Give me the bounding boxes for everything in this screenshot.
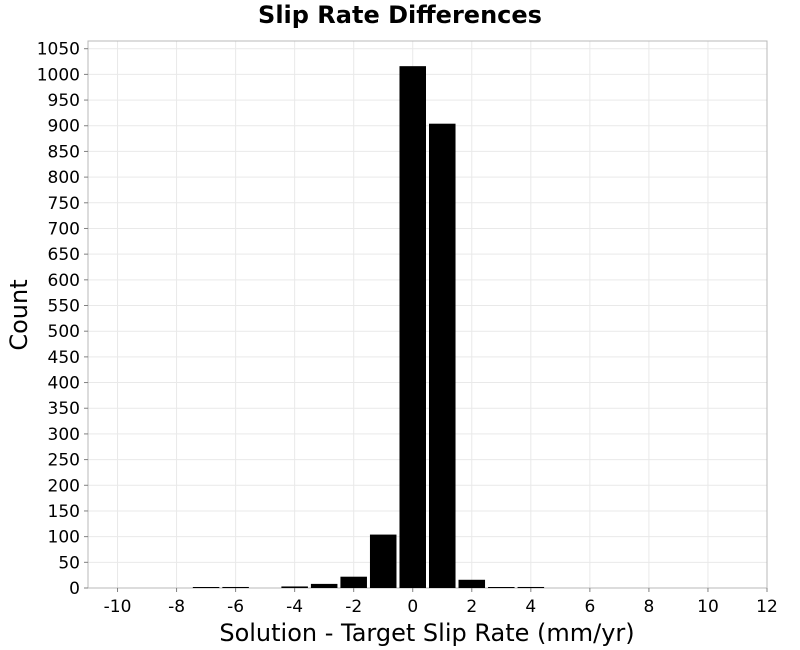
y-tick-label: 250 <box>48 451 80 471</box>
y-tick-label: 850 <box>48 142 80 162</box>
y-axis-label: Count <box>5 279 33 350</box>
histogram-bar <box>340 576 367 588</box>
x-tick-label: 0 <box>407 597 418 617</box>
x-tick-label: 6 <box>584 597 595 617</box>
histogram-bar <box>281 586 308 588</box>
x-axis-ticks: -10 -8 -6 -4 -2 0 2 4 6 8 10 12 <box>104 588 778 617</box>
x-tick-label: 12 <box>756 597 778 617</box>
y-tick-label: 450 <box>48 348 80 368</box>
histogram-bar <box>222 586 249 588</box>
grid-layer <box>88 41 768 589</box>
y-tick-label: 800 <box>48 168 80 188</box>
y-axis-ticks: 0 50 100 150 200 250 300 350 400 450 500 550 600 650 7… <box>37 40 88 599</box>
y-tick-label: 1000 <box>37 65 80 85</box>
y-tick-label: 350 <box>48 399 80 419</box>
x-tick-label: -2 <box>345 597 362 617</box>
histogram-bar <box>192 587 220 588</box>
x-tick-label: 2 <box>466 597 477 617</box>
x-tick-label: 4 <box>525 597 536 617</box>
y-tick-label: 650 <box>48 245 80 265</box>
y-tick-label: 950 <box>48 91 80 111</box>
histogram-bar <box>458 579 486 588</box>
histogram-bar <box>369 534 397 588</box>
histogram-bar <box>517 586 545 588</box>
bar-layer <box>192 66 545 589</box>
chart-title: Slip Rate Differences <box>258 1 542 29</box>
x-axis-label: Solution - Target Slip Rate (mm/yr) <box>219 619 634 647</box>
y-tick-label: 750 <box>48 194 80 214</box>
y-tick-label: 700 <box>48 219 80 239</box>
x-tick-label: -10 <box>104 597 132 617</box>
y-tick-label: 100 <box>48 528 80 548</box>
y-tick-label: 600 <box>48 271 80 291</box>
x-tick-label: -8 <box>168 597 185 617</box>
x-tick-label: -6 <box>227 597 244 617</box>
y-tick-label: 400 <box>48 374 80 394</box>
x-tick-label: 8 <box>643 597 654 617</box>
y-tick-label: 0 <box>69 579 80 599</box>
histogram-bar <box>310 583 338 588</box>
y-tick-label: 900 <box>48 117 80 137</box>
histogram-bar <box>399 66 426 589</box>
y-tick-label: 550 <box>48 297 80 317</box>
y-tick-label: 150 <box>48 502 80 522</box>
y-tick-label: 200 <box>48 476 80 496</box>
plot-frame <box>87 40 768 589</box>
x-tick-label: -4 <box>286 597 303 617</box>
histogram-bar <box>429 123 456 588</box>
y-tick-label: 500 <box>48 322 80 342</box>
x-tick-label: 10 <box>697 597 719 617</box>
histogram-bar <box>488 587 515 588</box>
y-tick-label: 50 <box>58 553 80 573</box>
y-tick-label: 1050 <box>37 40 80 60</box>
y-tick-label: 300 <box>48 425 80 445</box>
